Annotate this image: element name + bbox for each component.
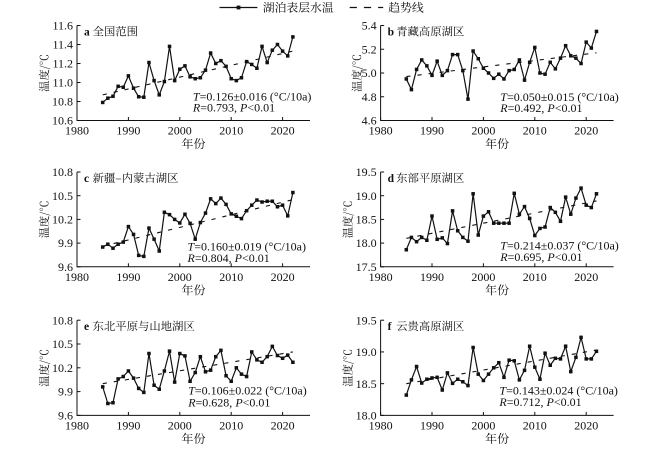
svg-text:2010: 2010 xyxy=(523,418,547,432)
svg-text:2010: 2010 xyxy=(523,270,547,284)
svg-text:9.9: 9.9 xyxy=(58,236,73,250)
svg-text:1980: 1980 xyxy=(65,418,89,432)
svg-text:e: e xyxy=(84,321,89,333)
svg-text:1990: 1990 xyxy=(420,418,444,432)
svg-text:4.6: 4.6 xyxy=(362,114,377,128)
svg-text:b: b xyxy=(388,27,394,39)
svg-text:10.8: 10.8 xyxy=(52,95,73,109)
svg-text:R=0.712, P<0.01: R=0.712, P<0.01 xyxy=(498,395,581,409)
svg-text:1990: 1990 xyxy=(116,124,140,138)
svg-text:1990: 1990 xyxy=(420,270,444,284)
svg-text:2000: 2000 xyxy=(168,124,192,138)
svg-text:2000: 2000 xyxy=(471,418,495,432)
svg-text:11.6: 11.6 xyxy=(52,19,73,33)
svg-text:R=0.793, P<0.01: R=0.793, P<0.01 xyxy=(192,100,275,114)
svg-text:2000: 2000 xyxy=(471,124,495,138)
svg-text:19.0: 19.0 xyxy=(356,345,377,359)
svg-text:2020: 2020 xyxy=(271,418,295,432)
svg-text:2020: 2020 xyxy=(574,418,598,432)
svg-text:18.0: 18.0 xyxy=(356,409,377,423)
svg-text:1990: 1990 xyxy=(116,418,140,432)
svg-text:T=0.160±0.019 (°C/10a): T=0.160±0.019 (°C/10a) xyxy=(188,240,307,254)
svg-text:1980: 1980 xyxy=(369,418,393,432)
svg-text:c: c xyxy=(84,173,89,185)
svg-text:T=0.106±0.022 (°C/10a): T=0.106±0.022 (°C/10a) xyxy=(188,384,307,398)
svg-text:9.6: 9.6 xyxy=(58,260,73,274)
svg-text:18.5: 18.5 xyxy=(356,377,377,391)
svg-text:1980: 1980 xyxy=(369,124,393,138)
svg-text:2020: 2020 xyxy=(574,124,598,138)
svg-text:9.6: 9.6 xyxy=(58,409,73,423)
svg-text:2020: 2020 xyxy=(271,124,295,138)
svg-text:5.2: 5.2 xyxy=(362,42,377,56)
svg-text:1980: 1980 xyxy=(369,270,393,284)
svg-text:10.8: 10.8 xyxy=(52,313,73,327)
svg-text:f: f xyxy=(388,321,392,333)
svg-text:T=0.214±0.037 (°C/10a): T=0.214±0.037 (°C/10a) xyxy=(500,239,619,253)
svg-text:19.5: 19.5 xyxy=(356,313,377,327)
svg-text:R=0.695, P<0.01: R=0.695, P<0.01 xyxy=(499,250,582,264)
svg-text:10.2: 10.2 xyxy=(52,213,73,227)
svg-text:1980: 1980 xyxy=(65,270,89,284)
svg-text:10.5: 10.5 xyxy=(52,189,73,203)
svg-text:11.2: 11.2 xyxy=(52,57,73,71)
svg-text:1990: 1990 xyxy=(420,124,444,138)
svg-text:2020: 2020 xyxy=(574,270,598,284)
svg-text:R=0.804, P<0.01: R=0.804, P<0.01 xyxy=(187,251,270,265)
svg-text:10.5: 10.5 xyxy=(52,337,73,351)
svg-text:5.0: 5.0 xyxy=(362,66,377,80)
svg-text:T=0.050±0.015 (°C/10a): T=0.050±0.015 (°C/10a) xyxy=(500,90,619,104)
svg-text:T=0.126±0.016 (°C/10a): T=0.126±0.016 (°C/10a) xyxy=(193,89,312,103)
svg-text:R=0.628, P<0.01: R=0.628, P<0.01 xyxy=(187,396,270,410)
svg-text:5.4: 5.4 xyxy=(362,19,377,33)
svg-text:R=0.492, P<0.01: R=0.492, P<0.01 xyxy=(499,101,582,115)
svg-text:2000: 2000 xyxy=(471,270,495,284)
svg-text:19.0: 19.0 xyxy=(356,189,377,203)
svg-text:2010: 2010 xyxy=(219,418,243,432)
svg-text:2010: 2010 xyxy=(219,270,243,284)
svg-text:1990: 1990 xyxy=(116,270,140,284)
svg-text:17.5: 17.5 xyxy=(356,260,377,274)
svg-text:a: a xyxy=(84,27,90,39)
svg-text:9.9: 9.9 xyxy=(58,385,73,399)
svg-text:19.5: 19.5 xyxy=(356,165,377,179)
svg-text:d: d xyxy=(388,173,395,185)
svg-text:2020: 2020 xyxy=(271,270,295,284)
svg-text:10.6: 10.6 xyxy=(52,114,73,128)
svg-text:10.2: 10.2 xyxy=(52,361,73,375)
svg-text:2000: 2000 xyxy=(168,418,192,432)
svg-text:2010: 2010 xyxy=(523,124,547,138)
svg-text:2010: 2010 xyxy=(219,124,243,138)
svg-text:10.8: 10.8 xyxy=(52,165,73,179)
svg-text:11.0: 11.0 xyxy=(52,76,73,90)
svg-text:11.4: 11.4 xyxy=(52,38,73,52)
svg-text:18.0: 18.0 xyxy=(356,236,377,250)
svg-text:T=0.143±0.024 (°C/10a): T=0.143±0.024 (°C/10a) xyxy=(499,384,618,398)
svg-text:4.8: 4.8 xyxy=(362,90,377,104)
svg-text:2000: 2000 xyxy=(168,270,192,284)
svg-text:1980: 1980 xyxy=(65,124,89,138)
svg-text:18.5: 18.5 xyxy=(356,213,377,227)
